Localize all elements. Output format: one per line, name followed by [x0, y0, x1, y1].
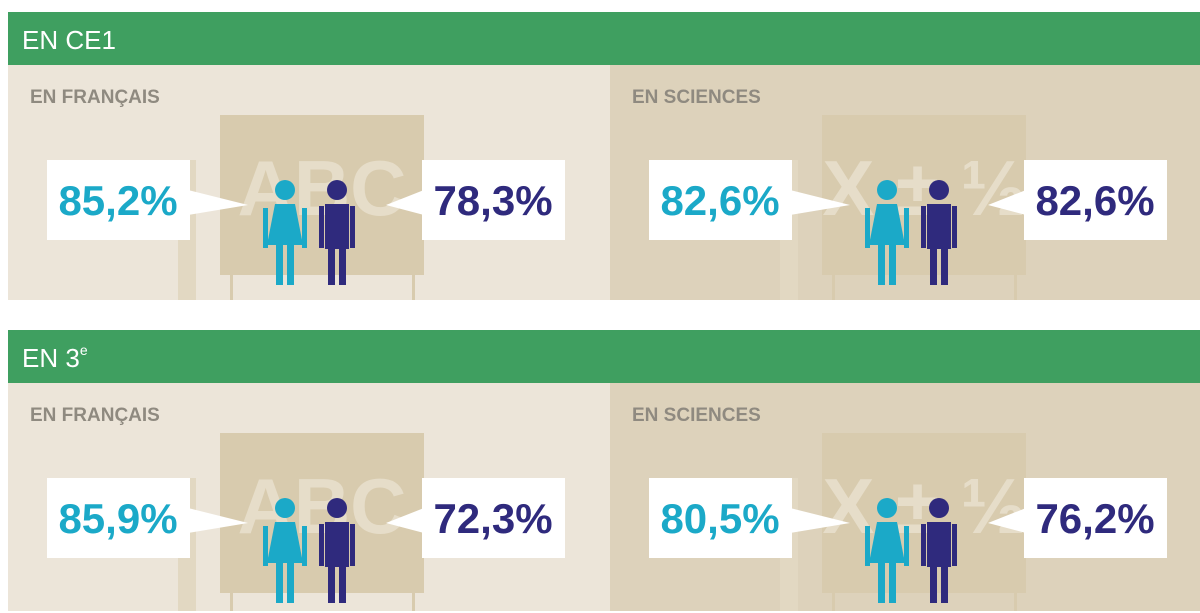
section-title: EN 3e: [22, 342, 88, 373]
board-leg: [230, 275, 233, 300]
boys-value: 76,2%: [1035, 495, 1154, 542]
person-arm: [263, 208, 268, 248]
girls-value: 85,2%: [58, 177, 177, 224]
section-title: EN CE1: [22, 25, 116, 55]
section-title-sup: e: [80, 342, 88, 358]
boys-value: 78,3%: [433, 177, 552, 224]
person-head: [877, 498, 897, 518]
person-leg: [878, 563, 885, 603]
person-arm: [302, 208, 307, 248]
person-leg: [287, 563, 294, 603]
person-leg: [930, 245, 937, 285]
panel-title: EN SCIENCES: [632, 87, 761, 108]
panel-title: EN SCIENCES: [632, 405, 761, 426]
person-leg: [339, 245, 346, 285]
person-leg: [287, 245, 294, 285]
person-head: [275, 498, 295, 518]
person-head: [327, 498, 347, 518]
person-head: [275, 180, 295, 200]
section-title-text: EN 3: [22, 343, 80, 373]
girls-value: 80,5%: [660, 495, 779, 542]
person-leg: [941, 563, 948, 603]
boys-value: 72,3%: [433, 495, 552, 542]
person-arm: [302, 526, 307, 566]
person-head: [929, 498, 949, 518]
person-leg: [889, 563, 896, 603]
infographic: EN CE1EN FRANÇAISABC85,2%78,3%EN SCIENCE…: [0, 0, 1200, 613]
board-leg: [832, 593, 835, 611]
person-body: [325, 204, 349, 249]
person-arm: [904, 526, 909, 566]
person-body: [927, 522, 951, 567]
person-arm: [350, 524, 355, 566]
person-arm: [921, 524, 926, 566]
person-arm: [952, 206, 957, 248]
girls-value: 82,6%: [660, 177, 779, 224]
person-body: [927, 204, 951, 249]
person-head: [929, 180, 949, 200]
person-arm: [319, 524, 324, 566]
person-arm: [319, 206, 324, 248]
person-arm: [865, 526, 870, 566]
person-arm: [865, 208, 870, 248]
person-leg: [276, 563, 283, 603]
person-arm: [952, 524, 957, 566]
person-leg: [328, 245, 335, 285]
person-arm: [263, 526, 268, 566]
section-title-text: EN CE1: [22, 25, 116, 55]
person-leg: [889, 245, 896, 285]
board-leg: [412, 593, 415, 611]
boys-value: 82,6%: [1035, 177, 1154, 224]
person-head: [327, 180, 347, 200]
person-leg: [878, 245, 885, 285]
person-arm: [350, 206, 355, 248]
panel-title: EN FRANÇAIS: [30, 405, 160, 426]
board-leg: [230, 593, 233, 611]
board-leg: [1014, 275, 1017, 300]
person-arm: [921, 206, 926, 248]
person-leg: [339, 563, 346, 603]
board-leg: [1014, 593, 1017, 611]
person-head: [877, 180, 897, 200]
girls-value: 85,9%: [58, 495, 177, 542]
person-arm: [904, 208, 909, 248]
section-header: [8, 12, 1200, 65]
board-leg: [412, 275, 415, 300]
person-leg: [941, 245, 948, 285]
person-leg: [328, 563, 335, 603]
board-leg: [832, 275, 835, 300]
panel-title: EN FRANÇAIS: [30, 87, 160, 108]
person-leg: [930, 563, 937, 603]
person-body: [325, 522, 349, 567]
section-header: [8, 330, 1200, 383]
person-leg: [276, 245, 283, 285]
